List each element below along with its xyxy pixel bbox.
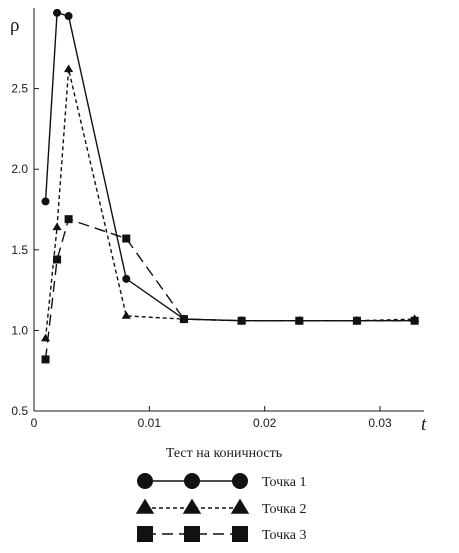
series-3 xyxy=(41,215,419,364)
legend-label: Точка 3 xyxy=(262,528,306,543)
data-point xyxy=(64,64,74,73)
legend-marker xyxy=(184,473,200,489)
series-line xyxy=(44,69,415,339)
y-tick-label: 2.0 xyxy=(11,162,28,176)
data-point xyxy=(122,274,131,283)
legend-label: Точка 2 xyxy=(262,502,306,517)
y-tick-label: 1.0 xyxy=(11,323,28,337)
data-point xyxy=(64,12,73,21)
series-line xyxy=(44,218,415,360)
y-tick-label: 2.5 xyxy=(11,82,28,96)
series-1 xyxy=(41,8,419,325)
series-layer xyxy=(40,8,420,364)
x-tick-label: 0.01 xyxy=(138,416,162,430)
legend-item: Точка 1 xyxy=(137,473,306,490)
legend-item: Точка 2 xyxy=(135,498,306,517)
legend-item: Точка 3 xyxy=(137,526,306,543)
y-tick-label: 1.5 xyxy=(11,243,28,257)
data-point xyxy=(410,316,419,325)
legend-marker xyxy=(182,498,202,514)
legend-marker xyxy=(137,473,153,489)
legend-marker xyxy=(135,498,155,514)
data-point xyxy=(41,355,50,364)
legend: Точка 1 Точка 2 Точка 3 xyxy=(135,473,306,543)
ticks: 0 0.01 0.02 0.03 0.5 1.0 1.5 2.0 2.5 xyxy=(11,82,392,430)
legend-marker xyxy=(232,526,248,542)
y-axis-label: ρ xyxy=(10,15,19,36)
data-point xyxy=(52,222,62,231)
legend-marker xyxy=(137,526,153,542)
data-point xyxy=(53,8,62,17)
data-point xyxy=(352,316,361,325)
x-tick-label: 0 xyxy=(31,416,38,430)
legend-marker xyxy=(184,526,200,542)
data-point xyxy=(53,255,62,264)
data-point xyxy=(64,215,73,224)
data-point xyxy=(41,197,50,206)
data-point xyxy=(237,316,246,325)
chart-caption: Тест на коничность xyxy=(166,446,282,461)
data-point xyxy=(122,234,131,243)
y-tick-label: 0.5 xyxy=(11,404,28,418)
x-axis-label: t xyxy=(421,414,427,435)
data-point xyxy=(295,316,304,325)
axes: ρ t xyxy=(10,8,427,435)
x-tick-label: 0.03 xyxy=(368,416,392,430)
legend-marker xyxy=(232,473,248,489)
data-point xyxy=(121,311,131,319)
x-tick-label: 0.02 xyxy=(253,416,277,430)
series-2 xyxy=(40,64,420,342)
legend-marker xyxy=(230,498,250,514)
legend-label: Точка 1 xyxy=(262,475,306,490)
data-point xyxy=(179,315,188,324)
series-line xyxy=(44,11,415,322)
